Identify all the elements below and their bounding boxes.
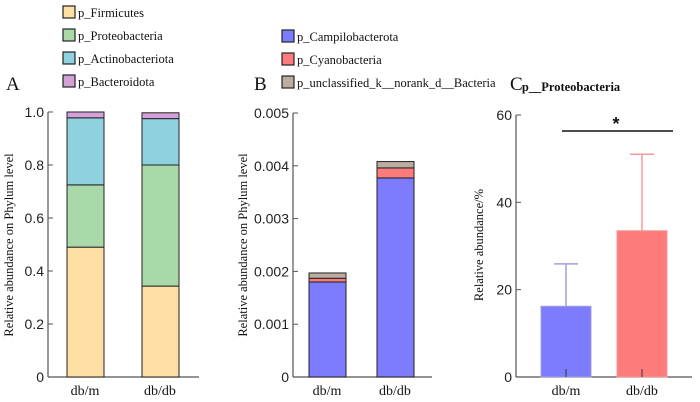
- bar-segment-B: [376, 177, 415, 378]
- bar-segment-B: [308, 281, 347, 378]
- bar-segment-A: [141, 164, 180, 287]
- bar-segment-A: [141, 285, 180, 378]
- bar-segment-A: [141, 112, 180, 120]
- bar-segment-A: [66, 184, 105, 248]
- legend-swatch-A: [62, 74, 76, 88]
- bar-segment-B: [308, 272, 347, 279]
- legend-label-B: p_Cyanobacteria: [297, 53, 382, 67]
- panel-label-C: C: [510, 74, 523, 95]
- chart-title-C: p__Proteobacteria: [522, 80, 621, 94]
- y-tick-label-A: 0.6: [25, 210, 45, 226]
- y-axis-label-C: Relative abundance/%: [472, 189, 486, 301]
- bar-segment-A: [66, 117, 105, 186]
- bar-C: [540, 305, 592, 378]
- y-tick-label-B: 0.001: [254, 316, 289, 332]
- bar-C: [616, 230, 668, 378]
- y-tick-label-B: 0.005: [254, 105, 289, 121]
- y-tick-label-C: 40: [496, 194, 512, 210]
- y-tick-label-B: 0.003: [254, 211, 289, 227]
- y-tick-label-A: 0.8: [25, 157, 45, 173]
- legend-label-B: p_Campilobacterota: [297, 30, 399, 44]
- panel-label-A: A: [6, 74, 20, 95]
- y-tick-label-B: 0.004: [254, 158, 289, 174]
- legend-label-B: p_unclassified_k__norank_d__Bacteria: [297, 76, 496, 90]
- y-tick-label-A: 0: [36, 369, 44, 385]
- x-tick-label-B: db/db: [379, 384, 411, 399]
- x-tick-label-B: db/m: [313, 384, 342, 399]
- y-axis-label-A: Relative abundance on Phylum level: [2, 153, 16, 337]
- x-tick-label-C: db/db: [626, 384, 658, 399]
- bar-segment-B: [308, 277, 347, 283]
- x-tick-label-A: db/db: [144, 384, 176, 399]
- legend-swatch-A: [62, 51, 76, 65]
- bar-segment-A: [66, 111, 105, 119]
- legend-label-A: p_Bacteroidota: [78, 75, 155, 89]
- legend-label-A: p_Actinobacteriota: [78, 52, 174, 66]
- y-tick-label-C: 0: [504, 369, 512, 385]
- bar-segment-A: [141, 118, 180, 166]
- bar-segment-B: [376, 161, 415, 169]
- legend-swatch-B: [281, 52, 295, 66]
- y-tick-label-B: 0.002: [254, 263, 289, 279]
- legend-swatch-B: [281, 75, 295, 89]
- legend-label-A: p_Firmicutes: [78, 6, 144, 20]
- significance-marker: *: [612, 114, 619, 134]
- y-tick-label-B: 0: [281, 369, 289, 385]
- bar-segment-A: [66, 246, 105, 378]
- legend-swatch-B: [281, 29, 295, 43]
- y-tick-label-C: 60: [496, 107, 512, 123]
- bar-segment-B: [376, 167, 415, 179]
- y-tick-label-C: 20: [496, 282, 512, 298]
- panel-label-B: B: [254, 74, 267, 95]
- legend-swatch-A: [62, 28, 76, 42]
- y-tick-label-A: 0.2: [25, 316, 45, 332]
- y-axis-label-B: Relative abundance on Phylum level: [236, 153, 250, 337]
- legend-swatch-A: [62, 5, 76, 19]
- x-tick-label-A: db/m: [71, 384, 100, 399]
- x-tick-label-C: db/m: [552, 384, 581, 399]
- y-tick-label-A: 1.0: [25, 104, 45, 120]
- y-tick-label-A: 0.4: [25, 263, 45, 279]
- legend-label-A: p_Proteobacteria: [78, 29, 163, 43]
